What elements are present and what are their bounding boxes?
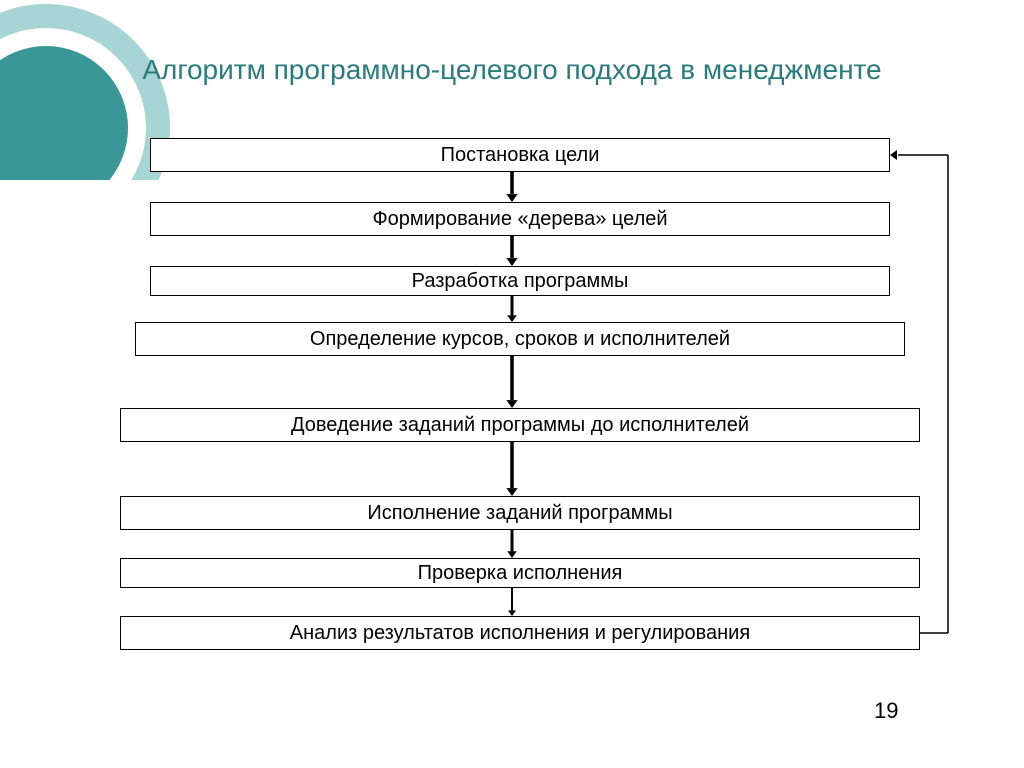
flow-box-label: Доведение заданий программы до исполните… [285, 412, 755, 439]
flow-box-label: Разработка программы [406, 268, 635, 295]
flow-box-7: Проверка исполнения [120, 558, 920, 588]
flowchart-arrows [0, 0, 1024, 768]
flow-box-5: Доведение заданий программы до исполните… [120, 408, 920, 442]
flow-box-label: Проверка исполнения [412, 560, 629, 587]
page-number: 19 [874, 698, 898, 724]
flow-box-8: Анализ результатов исполнения и регулиро… [120, 616, 920, 650]
page-number-text: 19 [874, 698, 898, 723]
slide-title-text: Алгоритм программно-целевого подхода в м… [142, 54, 881, 85]
flow-box-label: Исполнение заданий программы [361, 500, 678, 527]
flow-box-label: Формирование «дерева» целей [366, 206, 673, 233]
flow-box-label: Анализ результатов исполнения и регулиро… [284, 620, 756, 647]
flow-box-label: Постановка цели [435, 142, 606, 169]
flow-box-3: Разработка программы [150, 266, 890, 296]
slide-title: Алгоритм программно-целевого подхода в м… [0, 54, 1024, 86]
flow-box-4: Определение курсов, сроков и исполнителе… [135, 322, 905, 356]
flow-box-2: Формирование «дерева» целей [150, 202, 890, 236]
flow-box-1: Постановка цели [150, 138, 890, 172]
flow-box-label: Определение курсов, сроков и исполнителе… [304, 326, 736, 353]
flow-box-6: Исполнение заданий программы [120, 496, 920, 530]
